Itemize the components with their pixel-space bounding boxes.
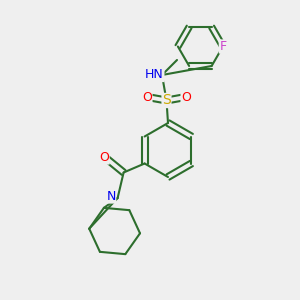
Text: S: S	[162, 94, 171, 107]
Text: O: O	[99, 151, 109, 164]
Text: O: O	[142, 91, 152, 104]
Text: HN: HN	[145, 68, 164, 82]
Text: O: O	[181, 91, 191, 104]
Text: N: N	[106, 190, 116, 203]
Text: F: F	[219, 40, 226, 53]
